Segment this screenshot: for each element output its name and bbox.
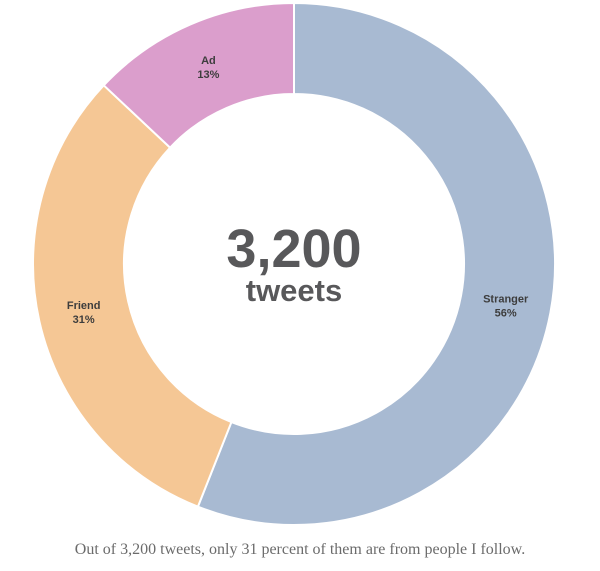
center-total-unit: tweets bbox=[246, 273, 342, 308]
donut-slices-group bbox=[32, 2, 556, 526]
donut-segment-friend bbox=[32, 84, 233, 508]
segment-label-stranger: Stranger 56% bbox=[483, 293, 529, 319]
donut-segment-ad bbox=[102, 2, 295, 149]
segment-labels-group: Stranger 56% Friend 31% Ad 13% bbox=[67, 55, 529, 326]
donut-chart: Stranger 56% Friend 31% Ad 13% 3,200 tweets bbox=[32, 2, 556, 526]
segment-label-ad: Ad 13% bbox=[197, 55, 219, 81]
segment-label-friend: Friend 31% bbox=[67, 300, 101, 326]
donut-segment-stranger bbox=[196, 2, 556, 526]
chart-caption: Out of 3,200 tweets, only 31 percent of … bbox=[74, 541, 526, 558]
center-total-value: 3,200 bbox=[226, 219, 361, 279]
